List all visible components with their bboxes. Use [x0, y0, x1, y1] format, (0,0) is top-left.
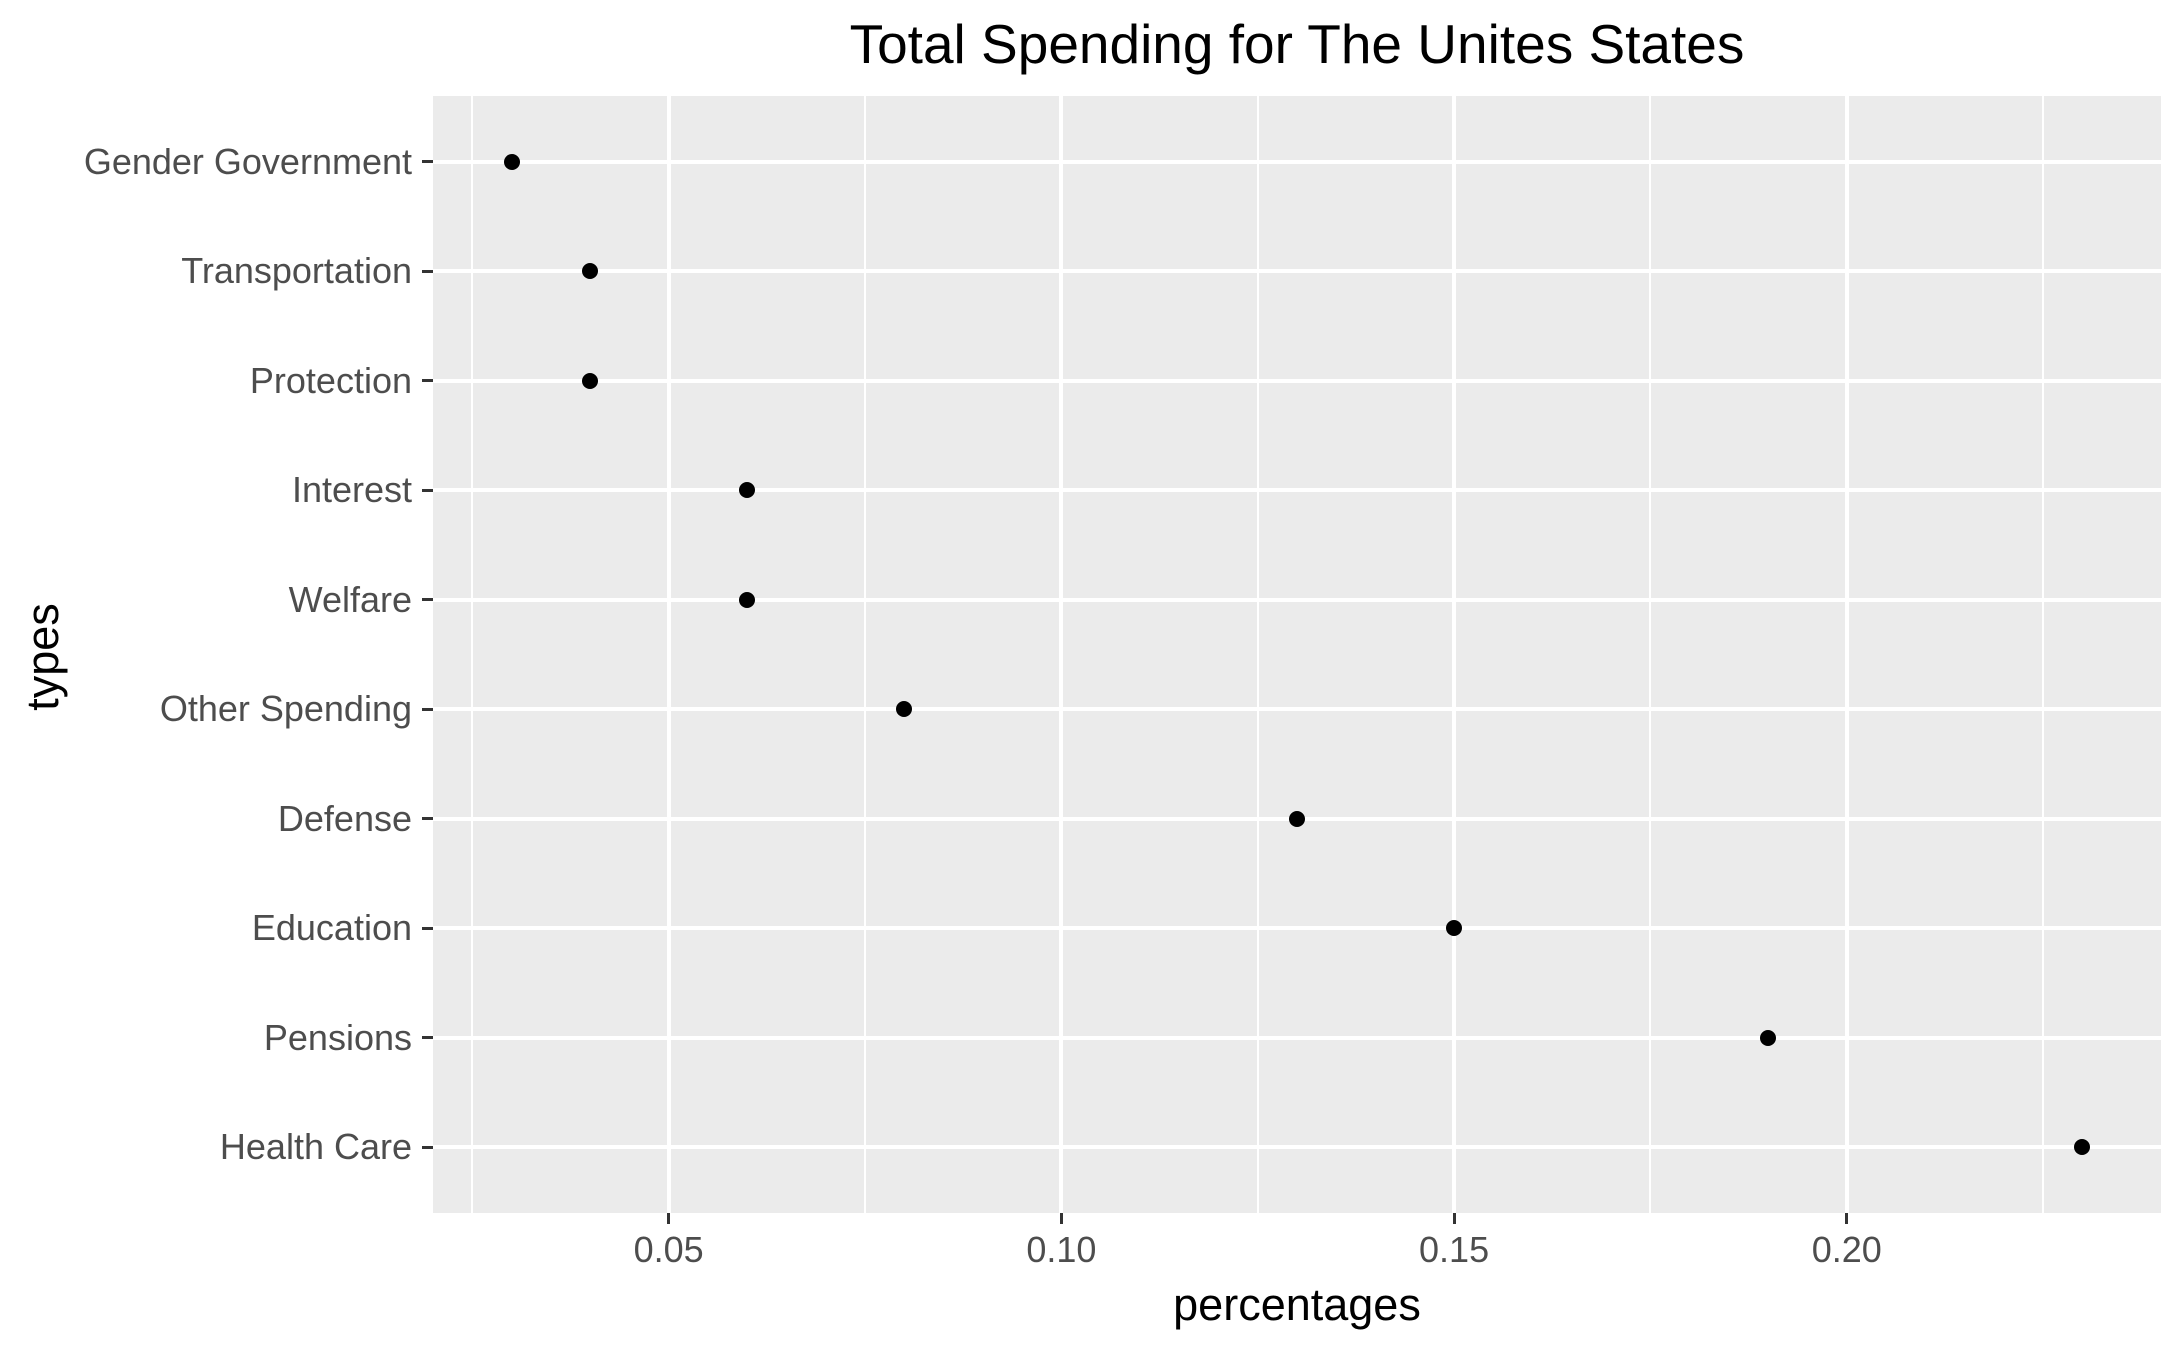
- major-gridline-y: [433, 488, 2161, 493]
- data-point: [896, 701, 913, 718]
- y-tick-label: Pensions: [263, 1016, 412, 1058]
- y-tick-mark: [422, 1036, 433, 1040]
- x-tick-mark: [1845, 1213, 1849, 1224]
- data-point: [1446, 920, 1463, 937]
- data-point: [739, 591, 756, 608]
- data-point: [2074, 1139, 2091, 1156]
- y-tick-label: Welfare: [288, 578, 412, 620]
- major-gridline-y: [433, 707, 2161, 712]
- x-tick-mark: [667, 1213, 671, 1224]
- y-tick-mark: [422, 598, 433, 602]
- major-gridline-y: [433, 1145, 2161, 1150]
- plot-panel: [433, 96, 2161, 1213]
- major-gridline-y: [433, 597, 2161, 602]
- major-gridline-y: [433, 378, 2161, 383]
- data-point: [1760, 1029, 1777, 1046]
- major-gridline-x: [1844, 96, 1849, 1213]
- data-point: [1289, 810, 1305, 827]
- y-tick-label: Education: [251, 907, 412, 949]
- y-tick-mark: [422, 160, 433, 164]
- major-gridline-x: [1059, 96, 1064, 1213]
- y-tick-label: Transportation: [181, 250, 412, 292]
- minor-gridline-x: [471, 96, 474, 1213]
- y-tick-label: Interest: [291, 469, 412, 511]
- chart-title: Total Spending for The Unites States: [849, 13, 1745, 75]
- major-gridline-y: [433, 159, 2161, 164]
- y-axis-title: types: [17, 603, 68, 711]
- y-tick-mark: [422, 269, 433, 273]
- x-tick-label: 0.15: [1419, 1229, 1490, 1270]
- y-tick-mark: [422, 1145, 433, 1149]
- y-tick-label: Defense: [277, 797, 412, 839]
- y-tick-label: Protection: [249, 359, 412, 401]
- major-gridline-y: [433, 926, 2161, 931]
- y-tick-mark: [422, 379, 433, 383]
- data-point: [503, 153, 520, 170]
- y-tick-mark: [422, 926, 433, 930]
- data-point: [582, 263, 599, 280]
- x-tick-mark: [1452, 1213, 1456, 1224]
- minor-gridline-x: [2042, 96, 2045, 1213]
- y-tick-mark: [422, 707, 433, 711]
- y-tick-mark: [422, 488, 433, 492]
- x-tick-label: 0.05: [633, 1229, 704, 1270]
- x-tick-label: 0.10: [1026, 1229, 1097, 1270]
- data-point: [582, 372, 599, 389]
- y-tick-label: Health Care: [219, 1126, 412, 1168]
- minor-gridline-x: [1256, 96, 1259, 1213]
- x-tick-label: 0.20: [1811, 1229, 1882, 1270]
- data-point: [739, 482, 756, 499]
- minor-gridline-x: [864, 96, 866, 1213]
- x-axis-title: percentages: [1173, 1279, 1421, 1330]
- major-gridline-y: [433, 1035, 2161, 1040]
- major-gridline-y: [433, 269, 2161, 274]
- major-gridline-x: [666, 96, 671, 1213]
- y-tick-label: Gender Government: [83, 140, 412, 182]
- major-gridline-x: [1452, 96, 1457, 1213]
- x-tick-mark: [1059, 1213, 1063, 1224]
- y-tick-label: Other Spending: [159, 688, 412, 730]
- minor-gridline-x: [1649, 96, 1652, 1213]
- y-tick-mark: [422, 817, 433, 821]
